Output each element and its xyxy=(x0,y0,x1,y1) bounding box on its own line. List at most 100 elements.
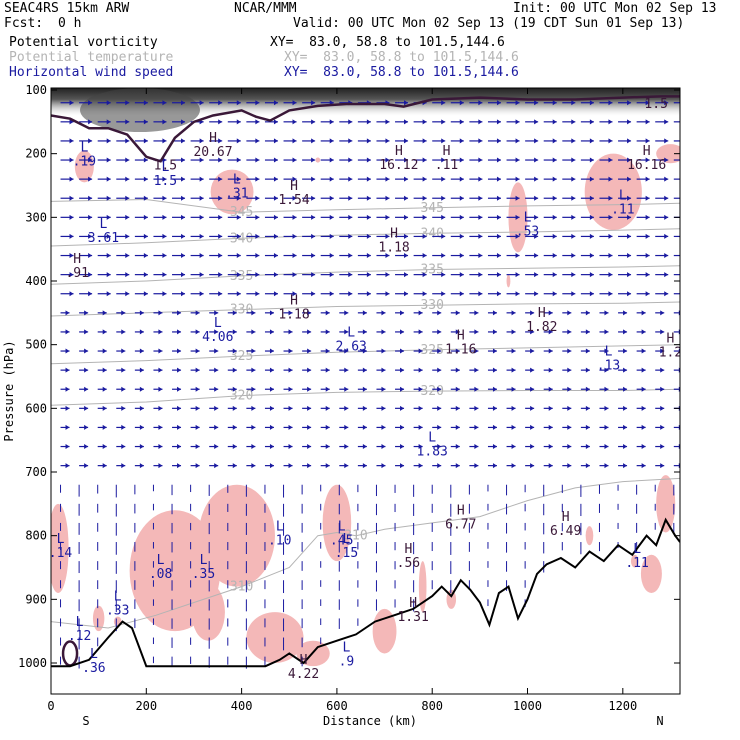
wind-vector-head xyxy=(422,138,427,144)
wind-vector-head xyxy=(400,424,405,430)
wind-vector-head xyxy=(88,253,93,259)
extremum-value: 1.2 xyxy=(659,346,682,361)
wind-vector-head xyxy=(125,253,130,259)
wind-vector-head xyxy=(530,386,535,392)
wind-vector-head xyxy=(496,195,501,201)
wind-vector-head xyxy=(585,329,590,335)
wind-vector-head xyxy=(552,138,557,144)
wind-vector-head xyxy=(404,119,409,125)
y-tick-label: 400 xyxy=(25,274,47,288)
wind-vector-head xyxy=(292,214,297,220)
wind-vector-head xyxy=(664,176,669,182)
wind-vector-head xyxy=(162,176,167,182)
wind-vector-head xyxy=(664,253,669,259)
wind-vector-head xyxy=(195,424,200,430)
extremum-value: .19 xyxy=(73,155,96,170)
wind-vector-head xyxy=(181,100,186,106)
wind-vector-head xyxy=(288,367,293,373)
extremum-value: .36 xyxy=(82,661,105,676)
wind-vector-head xyxy=(102,310,107,316)
wind-vector-head xyxy=(641,405,646,411)
extremum-low-marker: L xyxy=(524,211,532,226)
wind-vector-head xyxy=(181,176,186,182)
wind-vector-head xyxy=(645,291,650,297)
wind-vector-head xyxy=(181,272,186,278)
wind-vector-head xyxy=(478,291,483,297)
wind-vector-head xyxy=(418,348,423,354)
wind-vector-head xyxy=(664,195,669,201)
wind-vector-head xyxy=(121,424,126,430)
wind-vector-head xyxy=(530,310,535,316)
wind-vector-head xyxy=(660,386,665,392)
extremum-low-marker: L xyxy=(161,160,169,175)
y-tick-label: 200 xyxy=(25,147,47,161)
high-pv-core xyxy=(80,88,200,132)
wind-vector-head xyxy=(534,233,539,239)
wind-vector-head xyxy=(437,405,442,411)
north-end-label: N xyxy=(656,714,663,728)
wind-vector-head xyxy=(422,157,427,163)
wind-vector-head xyxy=(218,176,223,182)
forecast-label: Fcst: xyxy=(4,16,44,31)
wind-vector-head xyxy=(683,215,687,220)
wind-vector-head xyxy=(441,157,446,163)
wind-vector-head xyxy=(455,463,460,469)
wind-vector-head xyxy=(344,444,349,450)
wind-vector-head xyxy=(292,138,297,144)
wind-vector-head xyxy=(400,463,405,469)
wind-vector-head xyxy=(585,367,590,373)
wind-vector-head xyxy=(441,272,446,278)
wind-vector-head xyxy=(273,233,278,239)
theta-label-325: 325 xyxy=(420,343,443,358)
wind-vector-head xyxy=(251,386,256,392)
wind-vector-head xyxy=(195,463,200,469)
wind-vector-head xyxy=(84,367,89,373)
x-tick-label: 1000 xyxy=(513,699,542,713)
wind-vector-head xyxy=(604,405,609,411)
wind-vector-head xyxy=(585,463,590,469)
wind-vector-head xyxy=(641,444,646,450)
wind-vector-head xyxy=(422,214,427,220)
wind-vector-head xyxy=(478,176,483,182)
wind-vector-head xyxy=(678,424,680,430)
wind-vector-head xyxy=(641,463,646,469)
wind-vector-head xyxy=(162,119,167,125)
wind-vector-head xyxy=(404,291,409,297)
wind-vector-head xyxy=(199,253,204,259)
wind-vector-head xyxy=(125,157,130,163)
x-tick-label: 400 xyxy=(231,699,253,713)
wind-vector-head xyxy=(106,233,111,239)
wind-vector-head xyxy=(106,138,111,144)
wind-vector-head xyxy=(195,310,200,316)
wind-vector-head xyxy=(69,233,74,239)
wind-vector-head xyxy=(329,272,334,278)
wind-vector-head xyxy=(255,157,260,163)
organization: NCAR/MMM xyxy=(234,1,297,16)
wind-vector-head xyxy=(400,444,405,450)
wind-vector-head xyxy=(660,424,665,430)
theta-label-310: 310 xyxy=(230,580,253,595)
wind-vector-head xyxy=(199,291,204,297)
theta-contour-335 xyxy=(51,265,680,285)
wind-vector-head xyxy=(437,348,442,354)
wind-vector-head xyxy=(459,100,464,106)
wind-vector-head xyxy=(492,329,497,335)
wind-vector-head xyxy=(552,100,557,106)
wind-vector-head xyxy=(162,214,167,220)
low-wind-region xyxy=(585,526,594,546)
wind-vector-head xyxy=(608,157,613,163)
wind-vector-head xyxy=(311,233,316,239)
wind-vector-head xyxy=(307,444,312,450)
wind-vector-head xyxy=(236,138,241,144)
wind-vector-head xyxy=(181,253,186,259)
wind-vector-head xyxy=(69,214,74,220)
wind-vector-head xyxy=(236,272,241,278)
wind-vector-head xyxy=(158,405,163,411)
wind-vector-head xyxy=(604,329,609,335)
wind-vector-head xyxy=(381,405,386,411)
wind-vector-head xyxy=(418,424,423,430)
wind-vector-head xyxy=(585,405,590,411)
wind-vector-head xyxy=(69,253,74,259)
wind-vector-head xyxy=(385,119,390,125)
wind-vector-head xyxy=(660,405,665,411)
